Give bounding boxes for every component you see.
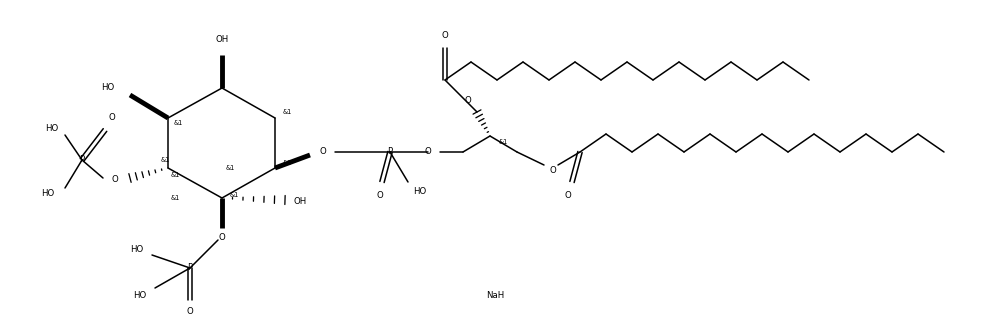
Text: &1: &1 [171,195,180,201]
Text: OH: OH [215,35,228,45]
Text: O: O [186,308,193,317]
Text: O: O [550,166,557,174]
Text: HO: HO [101,84,115,92]
Text: O: O [377,191,383,199]
Text: &1: &1 [229,192,239,198]
Text: &1: &1 [283,109,292,115]
Text: HO: HO [42,190,55,198]
Text: P: P [388,148,393,156]
Text: &1: &1 [283,160,292,166]
Text: O: O [218,234,225,242]
Text: O: O [319,148,326,156]
Text: P: P [187,263,192,273]
Text: &1: &1 [174,120,183,126]
Text: HO: HO [414,188,427,196]
Text: O: O [112,175,118,184]
Text: O: O [425,148,432,156]
Text: O: O [464,95,471,105]
Text: O: O [441,31,448,39]
Text: NaH: NaH [486,291,504,299]
Text: P: P [79,155,84,165]
Text: HO: HO [130,245,144,255]
Text: HO: HO [133,292,147,300]
Text: HO: HO [46,124,59,133]
Text: O: O [109,113,115,122]
Text: &1: &1 [171,172,180,178]
Text: &1: &1 [498,139,508,145]
Text: &1: &1 [225,165,235,171]
Text: OH: OH [294,197,307,207]
Text: &1: &1 [161,157,170,163]
Text: O: O [564,192,571,200]
